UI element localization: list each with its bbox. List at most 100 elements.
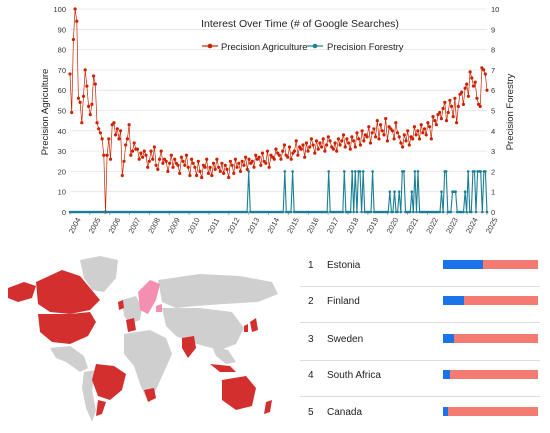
data-point-agriculture (222, 171, 226, 175)
map-region-alaska (8, 282, 36, 302)
data-point-forestry (386, 210, 390, 214)
data-point-forestry (325, 210, 329, 214)
map-region-asia (162, 308, 244, 350)
map-region-indonesia (210, 364, 236, 372)
data-point-agriculture (350, 135, 354, 139)
data-point-agriculture (149, 149, 153, 153)
data-point-forestry (416, 170, 420, 173)
country-name: Canada (327, 407, 363, 418)
data-point-agriculture (135, 147, 140, 151)
data-point-forestry (397, 190, 401, 193)
data-point-agriculture (328, 139, 332, 143)
data-point-agriculture (296, 153, 300, 157)
data-point-forestry (360, 210, 363, 214)
data-point-agriculture (107, 137, 111, 141)
share-bar (443, 407, 538, 416)
data-point-agriculture (169, 153, 173, 157)
data-point-agriculture (340, 139, 344, 143)
y-tick-label-right: 8 (491, 46, 495, 55)
country-name: South Africa (327, 370, 381, 381)
data-point-agriculture (90, 102, 94, 106)
data-point-agriculture (176, 163, 180, 167)
data-point-forestry (441, 210, 445, 214)
y-tick-label-left: 80 (58, 46, 66, 55)
data-point-agriculture (250, 159, 254, 163)
data-point-forestry (463, 190, 467, 193)
data-point-agriculture (75, 19, 79, 23)
data-point-agriculture (358, 143, 362, 147)
data-point-agriculture (424, 133, 428, 137)
data-point-agriculture (120, 173, 124, 178)
share-bar (443, 260, 538, 269)
data-point-agriculture (365, 135, 369, 139)
data-point-agriculture (466, 94, 470, 98)
data-point-forestry (412, 210, 415, 214)
data-point-forestry (449, 210, 453, 214)
data-point-forestry (327, 170, 331, 173)
map-region-uruguay-argentina (96, 400, 106, 416)
x-tick-label: 2018 (345, 216, 361, 235)
data-point-forestry (361, 170, 365, 173)
data-point-agriculture (402, 133, 406, 137)
data-point-agriculture (320, 145, 324, 149)
share-bar (443, 370, 538, 379)
data-point-agriculture (392, 137, 396, 141)
data-point-agriculture (245, 167, 249, 171)
data-point-agriculture (127, 123, 131, 127)
legend-label-forestry: Precision Forestry (327, 42, 404, 53)
data-point-agriculture (161, 161, 165, 165)
y-axis-label-left: Precision Agriculture (40, 69, 51, 156)
country-ranking-list: 1 Estonia 2 Finland 3 Sweden 4 South Afr… (300, 250, 550, 428)
data-point-agriculture (444, 119, 449, 123)
map-region-japan (250, 318, 258, 332)
forestry-share-fill (443, 407, 448, 416)
chart-title: Interest Over Time (# of Google Searches… (201, 18, 399, 30)
data-point-agriculture (347, 141, 351, 145)
data-point-forestry (465, 210, 468, 214)
data-point-agriculture (428, 125, 432, 129)
data-point-agriculture (321, 137, 325, 141)
data-point-agriculture (137, 157, 141, 161)
x-tick-label: 2025 (484, 216, 500, 235)
data-point-agriculture (76, 96, 80, 100)
legend-label-agriculture: Precision Agriculture (221, 42, 308, 53)
data-point-forestry (454, 190, 457, 193)
data-point-agriculture (166, 169, 170, 173)
data-point-agriculture (78, 100, 82, 104)
data-point-agriculture (294, 139, 298, 143)
legend-marker-agriculture (207, 43, 213, 49)
data-point-agriculture (139, 151, 143, 155)
data-point-agriculture (87, 104, 91, 108)
data-point-agriculture (274, 147, 278, 151)
data-point-agriculture (289, 157, 293, 161)
data-point-agriculture (419, 123, 423, 127)
x-tick-label: 2004 (67, 216, 83, 235)
data-point-agriculture (157, 157, 162, 161)
data-point-forestry (245, 210, 249, 214)
y-tick-label-left: 40 (58, 127, 66, 136)
data-point-agriculture (470, 76, 474, 80)
data-point-agriculture (379, 123, 383, 127)
rank-number: 1 (308, 260, 314, 271)
data-point-forestry (470, 210, 473, 214)
data-point-forestry (369, 210, 373, 214)
list-item: 1 Estonia (300, 250, 540, 287)
y-tick-label-left: 100 (53, 5, 66, 14)
data-point-forestry (343, 170, 346, 173)
data-point-agriculture (407, 143, 411, 147)
data-point-agriculture (124, 143, 128, 147)
data-point-agriculture (173, 157, 177, 161)
data-point-agriculture (441, 106, 445, 111)
map-region-australia (222, 376, 256, 410)
data-point-agriculture (411, 137, 415, 141)
y-tick-label-left: 10 (58, 188, 66, 197)
data-point-agriculture (240, 159, 244, 163)
data-point-agriculture (397, 135, 401, 139)
data-point-forestry (341, 210, 345, 214)
data-point-agriculture (238, 169, 243, 173)
gridlines (70, 8, 487, 213)
data-point-agriculture (195, 173, 199, 178)
data-point-agriculture (338, 143, 342, 147)
forestry-share-fill (443, 334, 455, 343)
